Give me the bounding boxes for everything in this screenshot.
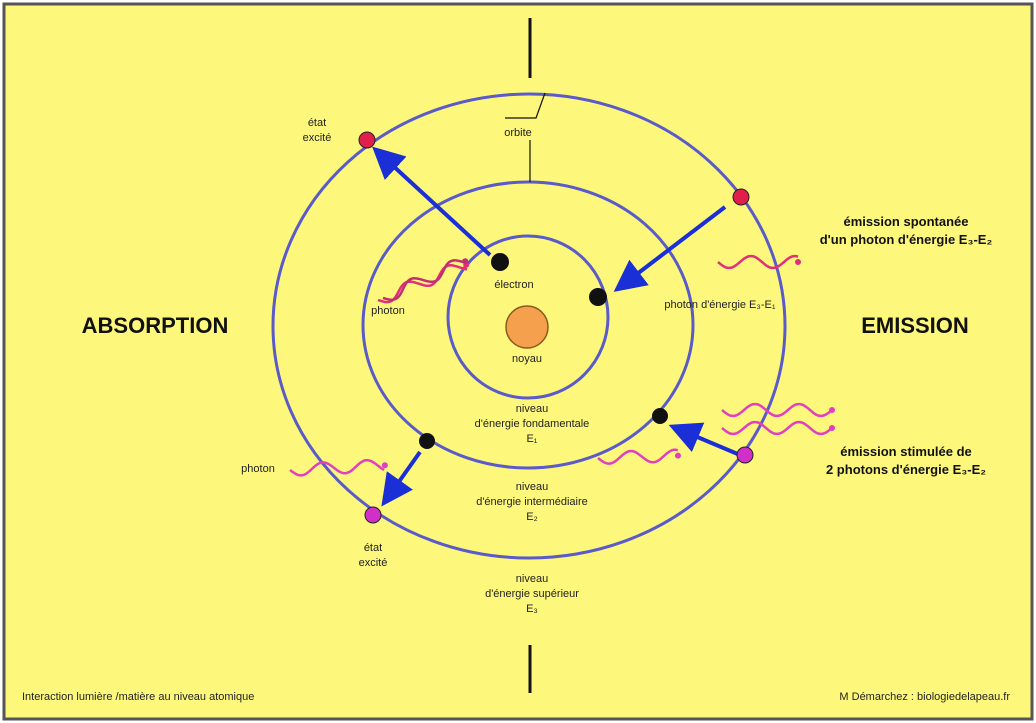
line: niveau	[516, 403, 548, 415]
absorption-title: ABSORPTION	[82, 313, 229, 338]
photon-head	[675, 453, 681, 459]
emission-title: EMISSION	[861, 313, 969, 338]
line: émission spontanée	[844, 214, 969, 229]
line: E₃	[526, 603, 538, 615]
photon-head	[462, 258, 468, 264]
line: d'un photon d'énergie E₃-E₂	[820, 232, 993, 247]
line: d'énergie fondamentale	[475, 418, 590, 430]
line: état	[308, 117, 326, 129]
line: état	[364, 542, 382, 554]
photon-label: photon	[371, 305, 405, 317]
page: ABSORPTION EMISSION orbite noyau électro…	[0, 0, 1036, 723]
photon-head	[829, 425, 835, 431]
line: E₂	[526, 511, 538, 523]
line: E₁	[526, 433, 537, 445]
nucleus-label: noyau	[512, 353, 542, 365]
photon-head	[382, 462, 388, 468]
photon-label: photon d'énergie E₃-E₁	[664, 299, 775, 311]
line: 2 photons d'énergie E₃-E₂	[826, 462, 986, 477]
photon-head	[795, 259, 801, 265]
line: excité	[303, 132, 332, 144]
orbit-label: orbite	[504, 127, 532, 139]
electron-label: électron	[494, 279, 533, 291]
nucleus	[506, 306, 548, 348]
line: émission stimulée de	[840, 444, 972, 459]
line: excité	[359, 557, 388, 569]
footer-right: M Démarchez : biologiedelapeau.fr	[839, 691, 1010, 703]
line: niveau	[516, 481, 548, 493]
footer-left: Interaction lumière /matière au niveau a…	[22, 691, 254, 703]
photon-label: photon	[241, 463, 275, 475]
photon-head	[829, 407, 835, 413]
diagram: ABSORPTION EMISSION orbite noyau électro…	[0, 0, 1036, 723]
line: d'énergie intermédiaire	[476, 496, 588, 508]
line: d'énergie supérieur	[485, 588, 579, 600]
line: niveau	[516, 573, 548, 585]
